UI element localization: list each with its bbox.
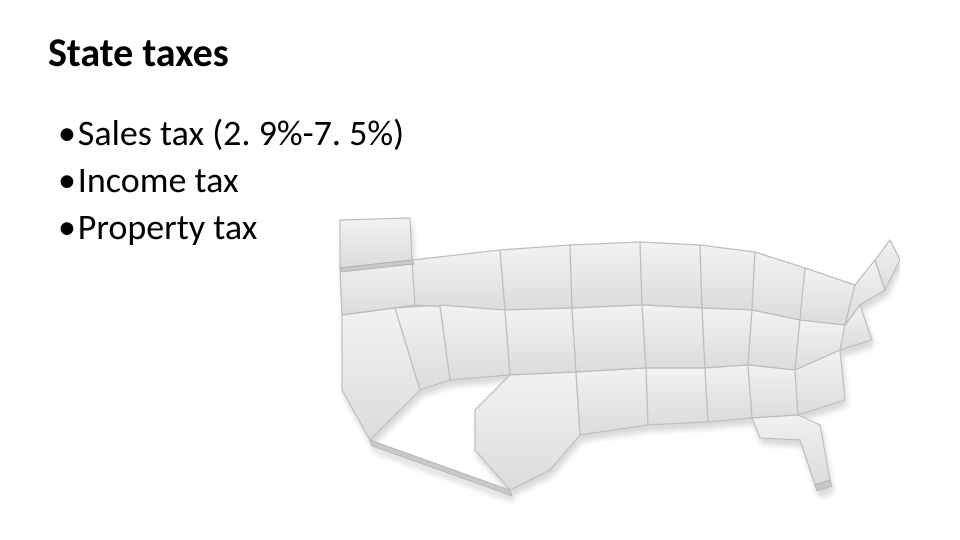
slide-title: State taxes [48, 28, 229, 77]
us-map-image [300, 190, 900, 510]
bullet-icon: • [58, 157, 78, 204]
bullet-text: Sales tax (2. 9%-7. 5%) [78, 111, 404, 155]
bullet-text: Income tax [78, 158, 239, 202]
list-item: •Sales tax (2. 9%-7. 5%) [58, 110, 404, 157]
bullet-text: Property tax [78, 205, 258, 249]
bullet-icon: • [58, 110, 78, 157]
bullet-icon: • [58, 204, 78, 251]
slide: State taxes •Sales tax (2. 9%-7. 5%) •In… [0, 0, 960, 540]
